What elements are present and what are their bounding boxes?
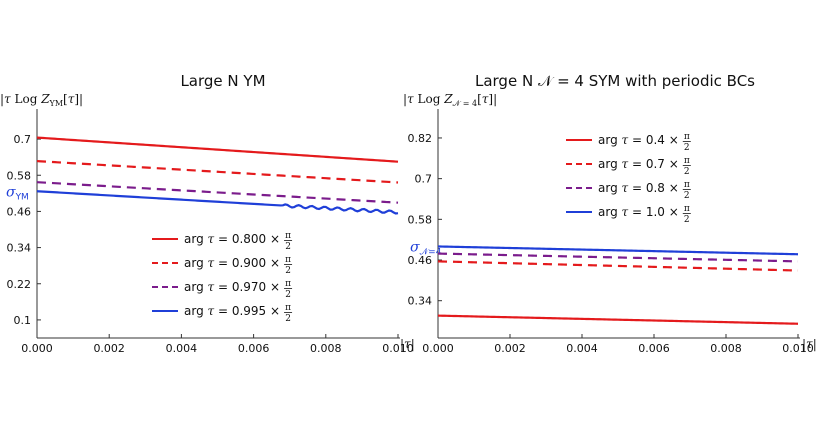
y-tick-label: 0.7 <box>415 173 433 186</box>
x-tick-label: 0.000 <box>422 342 454 355</box>
legend-frac-den: 2 <box>684 215 690 225</box>
legend-label: arg τ = 0.7 × <box>598 157 679 171</box>
x-axis-label: |τ| <box>802 337 817 351</box>
series-line-4 <box>437 245 799 256</box>
y-tick-label: 0.22 <box>7 278 32 291</box>
x-tick-label: 0.006 <box>238 342 270 355</box>
y-tick-label: 0.34 <box>408 295 433 308</box>
series-line-3 <box>36 181 399 204</box>
y-tick-label: 0.82 <box>408 132 433 145</box>
y-axis-label: |τ Log Z𝒩 = 4[τ]| <box>403 92 497 108</box>
legend-frac-den: 2 <box>285 266 291 276</box>
legend-label: arg τ = 0.4 × <box>598 133 679 147</box>
x-tick-label: 0.008 <box>710 342 742 355</box>
x-tick-label: 0.002 <box>93 342 125 355</box>
series-line-3 <box>437 252 799 263</box>
x-tick-label: 0.000 <box>21 342 53 355</box>
x-tick-label: 0.010 <box>382 342 414 355</box>
y-tick-label: 0.46 <box>408 254 433 267</box>
x-tick-label: 0.006 <box>638 342 670 355</box>
series-line-4 <box>36 190 399 215</box>
legend-frac-den: 2 <box>684 167 690 177</box>
series-line-2 <box>36 159 399 184</box>
y-tick-label: 0.7 <box>14 133 32 146</box>
chart-title: Large N YM <box>180 72 265 90</box>
sigma-label: σYM <box>6 185 29 203</box>
legend-frac-num: π <box>684 156 690 166</box>
y-tick-label: 0.58 <box>7 169 32 182</box>
y-tick-label: 0.1 <box>14 314 32 327</box>
x-tick-label: 0.004 <box>166 342 198 355</box>
chart-title: Large N 𝒩 = 4 SYM with periodic BCs <box>475 72 755 90</box>
legend-label: arg τ = 0.800 × <box>184 232 280 246</box>
legend-label: arg τ = 0.995 × <box>184 304 280 318</box>
legend-frac-den: 2 <box>285 290 291 300</box>
x-tick-label: 0.008 <box>310 342 342 355</box>
legend-frac-den: 2 <box>684 191 690 201</box>
legend-label: arg τ = 0.970 × <box>184 280 280 294</box>
series-line-1 <box>36 136 399 163</box>
legend-label: arg τ = 0.8 × <box>598 181 679 195</box>
series-line-2 <box>437 260 799 272</box>
legend-label: arg τ = 1.0 × <box>598 205 679 219</box>
y-tick-label: 0.58 <box>408 213 433 226</box>
legend-frac-den: 2 <box>285 314 291 324</box>
legend-frac-num: π <box>285 279 291 289</box>
y-tick-label: 0.46 <box>7 205 32 218</box>
legend-frac-num: π <box>285 231 291 241</box>
legend-frac-den: 2 <box>285 242 291 252</box>
x-tick-label: 0.004 <box>566 342 598 355</box>
legend-frac-num: π <box>285 255 291 265</box>
legend-frac-num: π <box>684 204 690 214</box>
chart-panel-1: Large N YM |τ Log ZYM[τ]| |τ| 0.000 0.002 0.0… <box>0 72 415 355</box>
chart-panel-2: Large N 𝒩 = 4 SYM with periodic BCs |τ Lo… <box>403 72 817 355</box>
legend-frac-num: π <box>684 180 690 190</box>
series-line-1 <box>437 314 799 325</box>
legend-frac-num: π <box>684 132 690 142</box>
x-tick-label: 0.002 <box>494 342 526 355</box>
y-axis-label: |τ Log ZYM[τ]| <box>0 92 83 108</box>
legend-label: arg τ = 0.900 × <box>184 256 280 270</box>
sigma-label: σ𝒩=4 <box>410 239 442 257</box>
x-axis-label: |τ| <box>400 337 415 351</box>
legend-frac-num: π <box>285 303 291 313</box>
x-tick-label: 0.010 <box>782 342 814 355</box>
legend-frac-den: 2 <box>684 143 690 153</box>
y-tick-label: 0.34 <box>7 242 32 255</box>
